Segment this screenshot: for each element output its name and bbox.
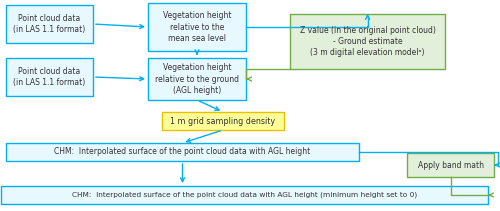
Text: Apply band math: Apply band math	[418, 161, 484, 169]
FancyBboxPatch shape	[148, 3, 246, 51]
Text: Vegetation height
relative to the
mean sea level: Vegetation height relative to the mean s…	[163, 11, 231, 43]
FancyBboxPatch shape	[407, 153, 494, 177]
FancyBboxPatch shape	[6, 5, 93, 43]
Text: 1 m grid sampling density: 1 m grid sampling density	[170, 116, 276, 126]
FancyBboxPatch shape	[6, 58, 93, 96]
Text: Vegetation height
relative to the ground
(AGL height): Vegetation height relative to the ground…	[155, 63, 239, 95]
Text: CHM:  Interpolated surface of the point cloud data with AGL height: CHM: Interpolated surface of the point c…	[54, 147, 310, 157]
FancyBboxPatch shape	[290, 14, 445, 69]
Text: Z value (in the original point cloud)
- Ground estimate
(3 m digital elevation m: Z value (in the original point cloud) - …	[300, 26, 436, 57]
FancyBboxPatch shape	[148, 58, 246, 100]
Text: Point cloud data
(in LAS 1.1 format): Point cloud data (in LAS 1.1 format)	[14, 14, 86, 34]
FancyBboxPatch shape	[6, 143, 359, 161]
Text: Point cloud data
(in LAS 1.1 format): Point cloud data (in LAS 1.1 format)	[14, 67, 86, 87]
FancyBboxPatch shape	[1, 186, 488, 204]
Text: CHM:  Interpolated surface of the point cloud data with AGL height (minimum heig: CHM: Interpolated surface of the point c…	[72, 192, 417, 198]
FancyBboxPatch shape	[162, 112, 284, 130]
